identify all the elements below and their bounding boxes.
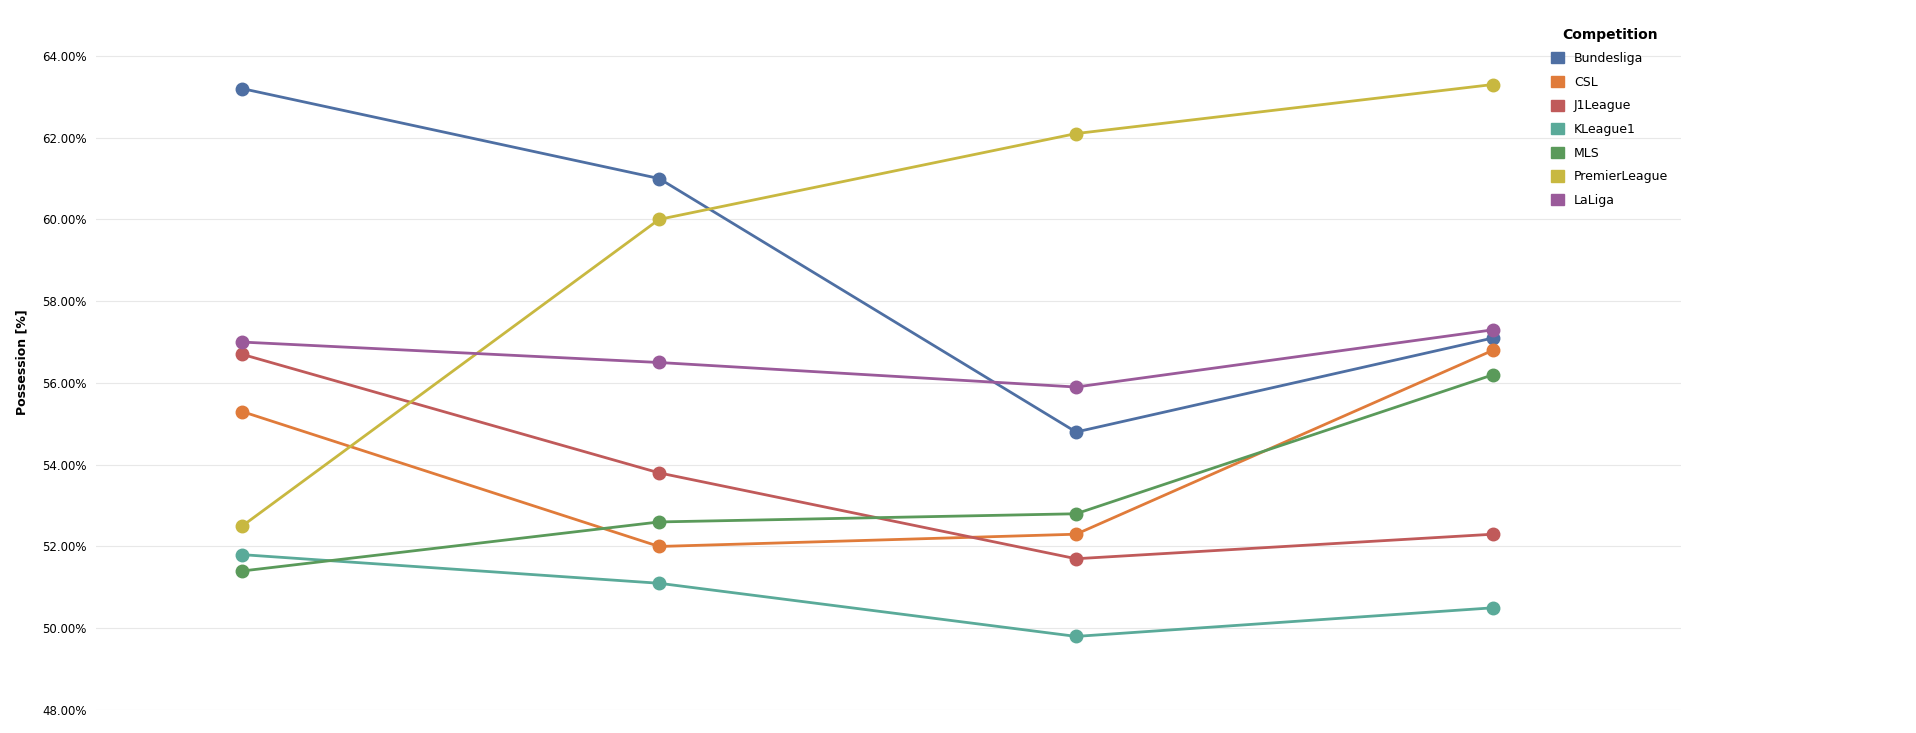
Line: MLS: MLS bbox=[236, 369, 1500, 578]
LaLiga bbox=[1481, 325, 1504, 334]
J1League bbox=[1065, 554, 1088, 563]
Bundesliga bbox=[230, 84, 253, 93]
PremierLeague bbox=[648, 215, 671, 224]
LaLiga bbox=[230, 338, 253, 347]
Legend: Bundesliga, CSL, J1League, KLeague1, MLS, PremierLeague, LaLiga: Bundesliga, CSL, J1League, KLeague1, MLS… bbox=[1544, 21, 1675, 213]
KLeague1 bbox=[230, 550, 253, 559]
Line: CSL: CSL bbox=[236, 344, 1500, 553]
PremierLeague bbox=[1065, 129, 1088, 138]
CSL bbox=[648, 542, 671, 551]
Bundesliga bbox=[648, 174, 671, 183]
MLS bbox=[1065, 509, 1088, 518]
KLeague1 bbox=[1481, 603, 1504, 612]
Line: LaLiga: LaLiga bbox=[236, 323, 1500, 394]
MLS bbox=[648, 517, 671, 526]
PremierLeague bbox=[230, 522, 253, 531]
CSL bbox=[1481, 346, 1504, 355]
CSL bbox=[1065, 530, 1088, 539]
Y-axis label: Possession [%]: Possession [%] bbox=[15, 309, 29, 416]
KLeague1 bbox=[648, 579, 671, 588]
LaLiga bbox=[648, 358, 671, 367]
Line: J1League: J1League bbox=[236, 348, 1500, 565]
Bundesliga bbox=[1065, 427, 1088, 436]
LaLiga bbox=[1065, 383, 1088, 391]
J1League bbox=[1481, 530, 1504, 539]
J1League bbox=[230, 350, 253, 358]
PremierLeague bbox=[1481, 80, 1504, 89]
Line: KLeague1: KLeague1 bbox=[236, 548, 1500, 643]
Line: PremierLeague: PremierLeague bbox=[236, 78, 1500, 532]
CSL bbox=[230, 407, 253, 416]
KLeague1 bbox=[1065, 632, 1088, 641]
MLS bbox=[230, 567, 253, 575]
MLS bbox=[1481, 370, 1504, 379]
Line: Bundesliga: Bundesliga bbox=[236, 82, 1500, 438]
J1League bbox=[648, 468, 671, 477]
Bundesliga bbox=[1481, 334, 1504, 342]
